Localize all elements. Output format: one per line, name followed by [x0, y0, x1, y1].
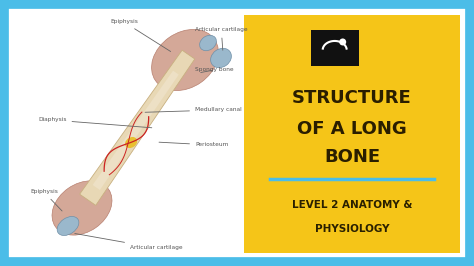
Text: Articular cartilage: Articular cartilage [195, 27, 247, 50]
Bar [244, 15, 460, 253]
Ellipse shape [57, 217, 79, 235]
Text: Periosteum: Periosteum [159, 142, 228, 148]
Ellipse shape [125, 137, 137, 148]
Text: OF A LONG: OF A LONG [297, 120, 407, 138]
Text: STRUCTURE: STRUCTURE [292, 89, 412, 107]
Text: PHYSIOLOGY: PHYSIOLOGY [315, 224, 389, 234]
Text: LEVEL 2 ANATOMY &: LEVEL 2 ANATOMY & [292, 200, 412, 210]
Text: BONE: BONE [324, 148, 380, 167]
Text: Articular cartilage: Articular cartilage [75, 234, 182, 251]
Bar [310, 30, 359, 66]
Polygon shape [80, 50, 195, 205]
Text: Epiphysis: Epiphysis [110, 19, 171, 52]
Ellipse shape [52, 181, 112, 235]
Ellipse shape [339, 39, 346, 45]
Polygon shape [92, 71, 179, 190]
Text: Diaphysis: Diaphysis [38, 118, 152, 128]
Ellipse shape [200, 35, 217, 51]
Text: Medullary canal: Medullary canal [145, 107, 242, 113]
Text: Spongy bone: Spongy bone [195, 68, 234, 73]
Text: Epiphysis: Epiphysis [30, 189, 62, 211]
Ellipse shape [210, 48, 231, 68]
Ellipse shape [152, 30, 219, 90]
